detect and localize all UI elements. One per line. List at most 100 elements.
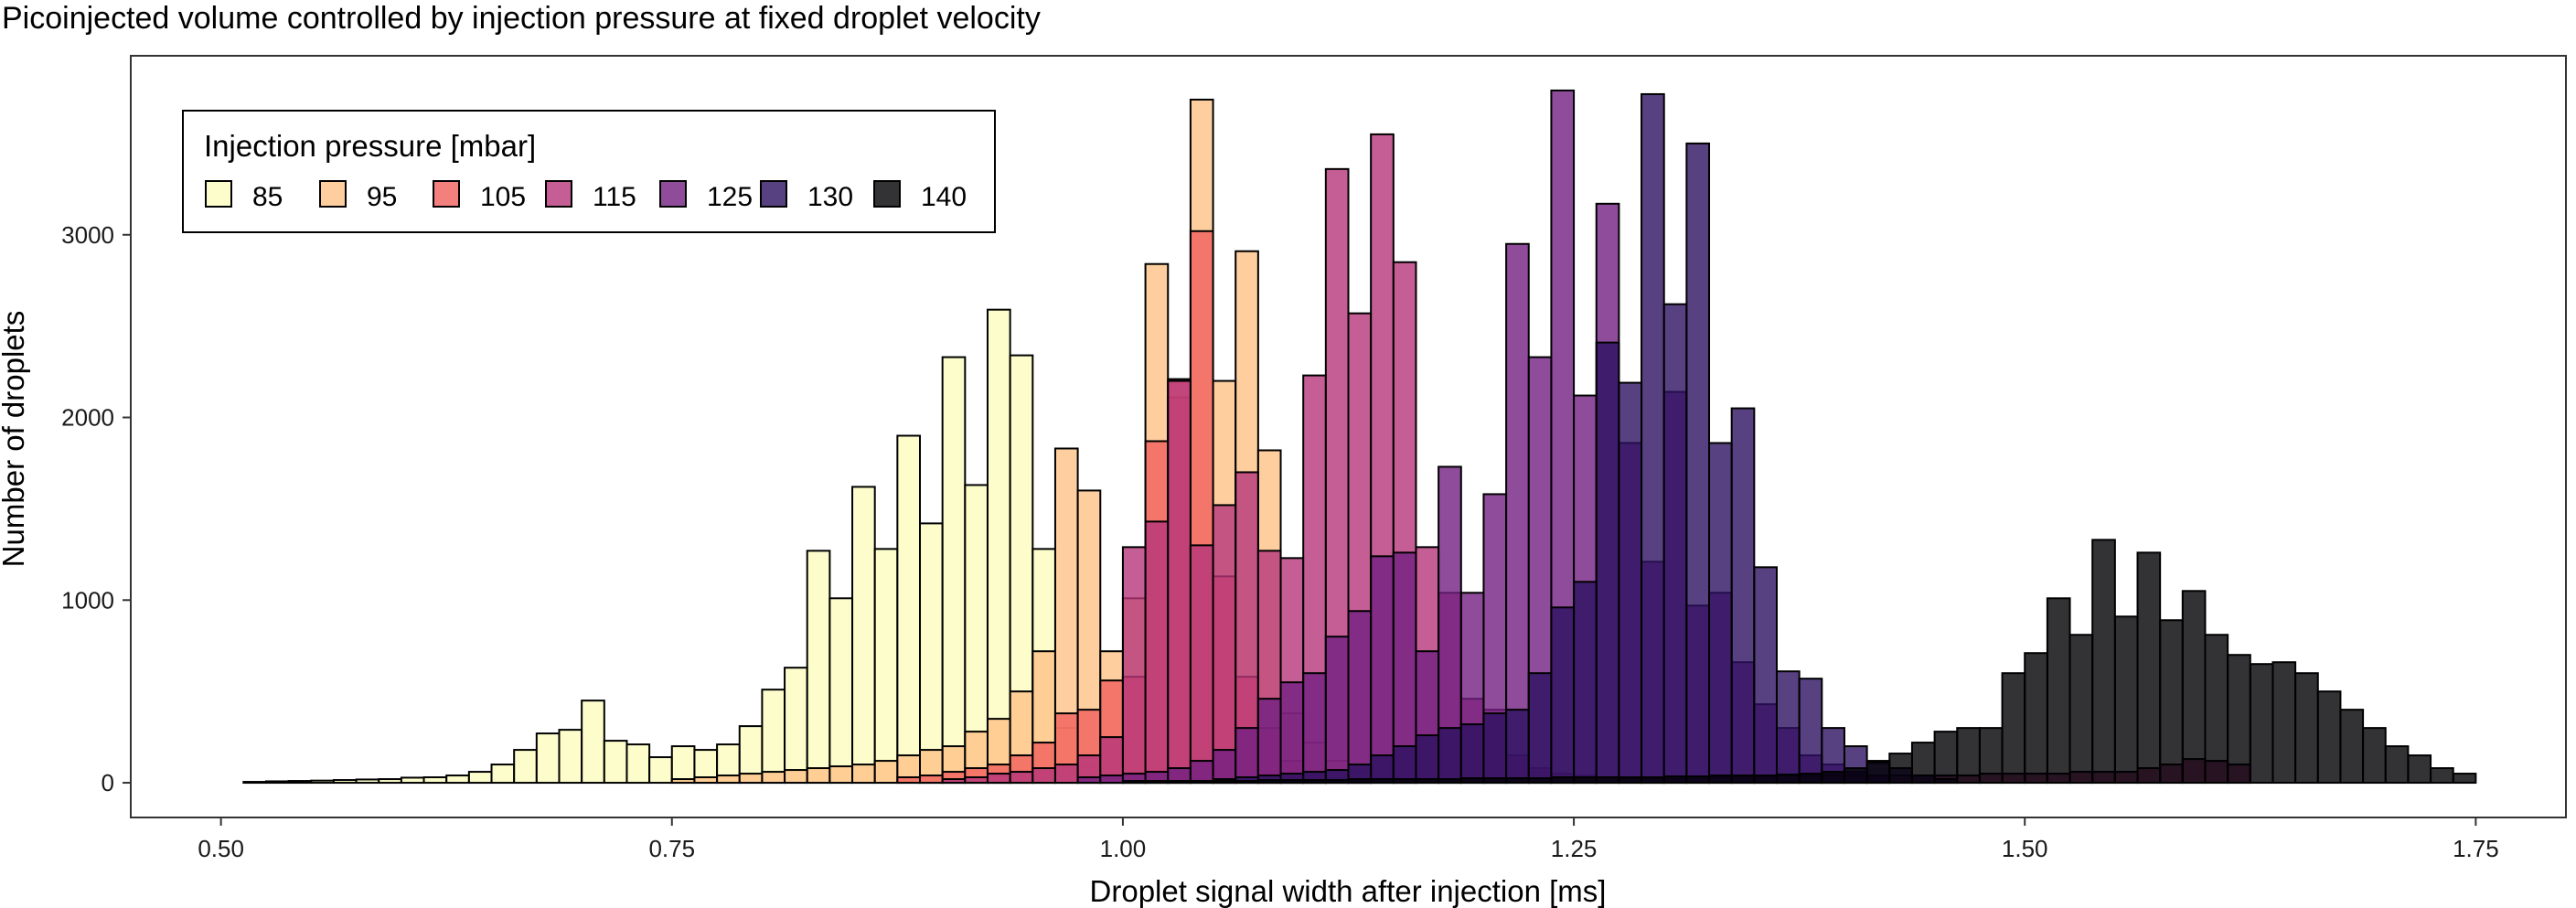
- x-axis: 0.50 0.75 1.00 1.25 1.50 1.75: [198, 817, 2499, 862]
- bar-95-3: [738, 773, 764, 785]
- bar-85-29: [896, 434, 922, 785]
- bar-85-33: [986, 308, 1011, 785]
- bar-85-28: [873, 548, 899, 785]
- bar-140-45: [2136, 551, 2162, 785]
- bar-125-11: [1324, 636, 1350, 785]
- bar-140-21: [1595, 776, 1620, 785]
- bar-130-16: [1573, 581, 1598, 785]
- legend-label-125: 125: [707, 182, 753, 212]
- bar-115-9: [1144, 520, 1170, 785]
- bar-85-14: [558, 729, 583, 785]
- bar-85-23: [761, 689, 786, 785]
- bar-140-34: [1888, 753, 1913, 785]
- bar-140-14: [1438, 778, 1462, 785]
- bar-85-18: [648, 756, 673, 785]
- bar-140-59: [2452, 773, 2477, 785]
- bar-130-23: [1730, 407, 1756, 785]
- bar-140-10: [1347, 778, 1373, 785]
- bar-130-17: [1595, 341, 1620, 785]
- series-140: [1121, 539, 2477, 785]
- bar-130-22: [1708, 442, 1733, 785]
- legend-key-140: [873, 180, 901, 208]
- y-tick-label: 1000: [61, 586, 114, 614]
- bar-115-11: [1189, 544, 1214, 785]
- legend-item-105: 105: [433, 180, 526, 212]
- bar-130-25: [1775, 670, 1801, 785]
- bar-115-0: [941, 778, 967, 785]
- bar-85-31: [941, 356, 967, 785]
- bar-130-18: [1618, 381, 1643, 785]
- bar-140-53: [2316, 690, 2342, 785]
- bar-95-0: [670, 778, 696, 785]
- legend-label-115: 115: [593, 182, 636, 212]
- bar-130-26: [1798, 678, 1823, 785]
- legend-item-115: 115: [545, 180, 636, 212]
- bar-140-38: [1978, 727, 2004, 785]
- legend-title: Injection pressure [mbar]: [204, 129, 536, 163]
- bar-140-31: [1821, 771, 1845, 785]
- bar-85-2: [287, 780, 313, 785]
- bar-85-8: [422, 776, 448, 785]
- bar-125-7: [1235, 727, 1259, 785]
- bar-115-1: [964, 776, 989, 785]
- bars-layer: [242, 89, 2477, 785]
- y-axis-title: Number of droplets: [0, 311, 30, 568]
- bar-85-26: [828, 597, 854, 785]
- bar-95-8: [851, 764, 876, 785]
- legend-label-130: 130: [807, 182, 853, 212]
- bar-130-15: [1550, 606, 1576, 785]
- bar-85-25: [806, 550, 831, 785]
- bar-115-5: [1053, 764, 1079, 785]
- legend-items: 85 95 105 115 125 130 140: [205, 180, 967, 212]
- bar-85-19: [670, 745, 696, 785]
- bar-85-15: [581, 700, 605, 785]
- bar-140-20: [1573, 776, 1598, 785]
- bar-140-22: [1618, 776, 1643, 785]
- bar-125-9: [1279, 681, 1305, 785]
- legend-key-125: [659, 180, 687, 208]
- bar-140-40: [2024, 652, 2048, 785]
- bar-140-1: [1144, 780, 1170, 785]
- x-axis-title: Droplet signal width after injection [ms…: [1090, 874, 1607, 908]
- bar-95-5: [784, 769, 808, 785]
- legend-item-125: 125: [659, 180, 753, 212]
- bar-140-33: [1865, 762, 1891, 785]
- y-tick-label: 3000: [61, 221, 114, 249]
- legend-label-85: 85: [252, 182, 283, 212]
- x-tick-label: 1.00: [1100, 835, 1147, 862]
- bar-125-1: [1099, 774, 1124, 785]
- bar-125-19: [1505, 242, 1530, 785]
- bar-95-7: [828, 765, 854, 785]
- legend-key-95: [319, 180, 347, 208]
- bar-140-47: [2181, 590, 2207, 785]
- bar-140-11: [1370, 778, 1395, 785]
- bar-115-10: [1167, 379, 1192, 785]
- bar-140-57: [2407, 754, 2432, 785]
- bar-115-8: [1121, 546, 1147, 785]
- bar-140-58: [2430, 767, 2454, 785]
- bar-140-19: [1550, 776, 1576, 785]
- bar-105-0: [896, 776, 922, 785]
- bar-140-27: [1730, 774, 1756, 785]
- bar-130-19: [1641, 92, 1665, 785]
- bar-140-41: [2046, 597, 2071, 785]
- bar-140-56: [2384, 745, 2410, 785]
- bar-130-12: [1482, 712, 1508, 785]
- legend-label-105: 105: [480, 182, 526, 212]
- bar-115-3: [1009, 771, 1034, 785]
- bar-85-24: [784, 667, 808, 785]
- bar-95-1: [693, 776, 719, 785]
- bar-140-28: [1753, 774, 1778, 785]
- bar-85-11: [490, 764, 516, 785]
- bar-140-4: [1212, 780, 1237, 785]
- bar-130-9: [1415, 734, 1440, 785]
- x-tick-label: 1.25: [1551, 835, 1598, 862]
- bar-125-13: [1370, 555, 1395, 785]
- bar-140-18: [1527, 777, 1553, 785]
- bar-140-55: [2362, 727, 2387, 785]
- bar-140-9: [1324, 779, 1350, 785]
- bar-140-7: [1279, 779, 1305, 785]
- bar-85-10: [467, 771, 493, 785]
- bar-140-50: [2249, 663, 2274, 785]
